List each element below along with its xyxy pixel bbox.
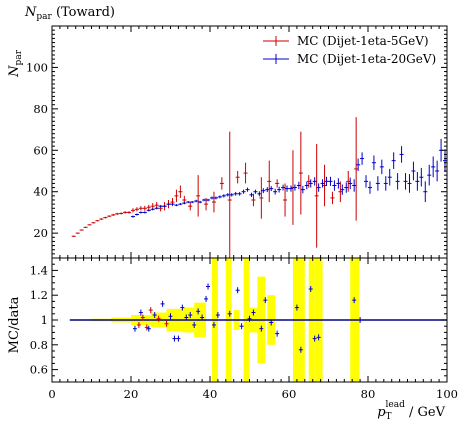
x-tick-label: 80	[361, 387, 376, 401]
x-tick-label: 0	[48, 387, 55, 401]
ratio-axis-label: MC/data	[7, 296, 22, 353]
ratio-tick-label: 1.2	[30, 288, 48, 302]
y-tick-label: 60	[33, 143, 48, 157]
legend-entry-blue: MC (Dijet-1eta-20GeV)	[263, 52, 436, 66]
legend-entry-red: MC (Dijet-1eta-5GeV)	[263, 34, 429, 48]
x-tick-label: 100	[436, 387, 458, 401]
ratio-tick-label: 0.8	[30, 338, 48, 352]
y-tick-label: 80	[33, 102, 48, 116]
x-tick-label: 60	[282, 387, 297, 401]
ratio-tick-label: 1	[41, 313, 48, 327]
y-tick-label: 40	[33, 185, 48, 199]
x-tick-label: 40	[203, 387, 218, 401]
y-tick-label: 20	[33, 226, 48, 240]
main-points-layer	[71, 117, 448, 258]
axes-layer: 0 20 40 60 80 100 20 40 60 80 100 0.6 0.8 1 1.2 1.4	[26, 25, 458, 401]
legend-label-red: MC (Dijet-1eta-5GeV)	[297, 34, 429, 48]
ratio-tick-label: 0.6	[30, 363, 48, 377]
y-axis-label: Npar	[7, 49, 24, 78]
legend-label-blue: MC (Dijet-1eta-20GeV)	[297, 52, 436, 66]
x-tick-label: 20	[124, 387, 139, 401]
ratio-points-layer	[132, 283, 363, 353]
x-axis-label: pTlead / GeV	[377, 400, 445, 422]
legend: MC (Dijet-1eta-5GeV) MC (Dijet-1eta-20Ge…	[263, 34, 436, 66]
ratio-tick-label: 1.4	[30, 263, 48, 277]
y-tick-label: 100	[26, 60, 48, 74]
chart-title: Npar (Toward)	[24, 5, 115, 22]
